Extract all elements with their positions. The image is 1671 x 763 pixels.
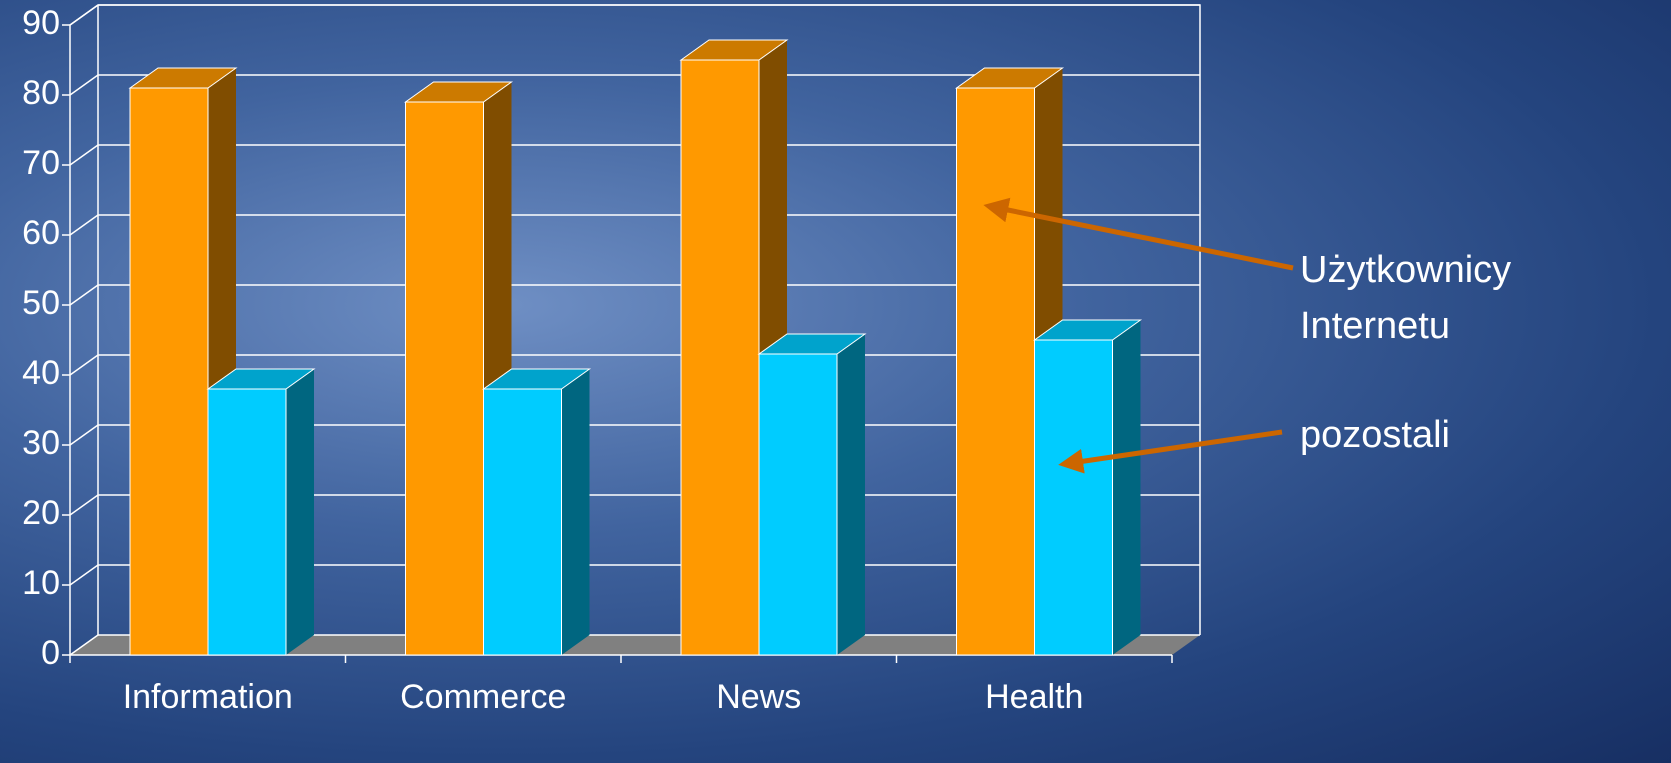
x-tick-label: News [716,678,801,716]
grid-line [70,75,98,95]
grid-line [70,145,98,165]
chart: 0 10 20 30 40 50 60 70 80 90 Information Commerce Ne… [0,0,1671,763]
grid-line [70,215,98,235]
grid-line [70,425,98,445]
y-tick-label: 80 [22,74,60,112]
grid-line [70,5,98,25]
bar-front [957,88,1035,655]
grid-line [70,495,98,515]
y-tick-label: 0 [41,634,60,672]
bar-side [562,369,590,655]
bars [130,40,1141,655]
grid-line [70,565,98,585]
series-label: pozostali [1300,407,1600,463]
y-tick-label: 20 [22,494,60,532]
x-tick-label: Health [985,678,1083,716]
y-tick-label: 50 [22,284,60,322]
bar [208,369,314,655]
bar [759,334,865,655]
y-tick-label: 90 [22,4,60,42]
bar [484,369,590,655]
grid-line [70,355,98,375]
x-tick-label: Commerce [400,678,566,716]
y-tick-label: 10 [22,564,60,602]
bar-front [681,60,759,655]
bar-front [1035,340,1113,655]
bar-front [484,389,562,655]
bar-front [759,354,837,655]
y-tick-label: 70 [22,144,60,182]
y-tick-label: 40 [22,354,60,392]
bar-side [286,369,314,655]
bar-front [130,88,208,655]
y-tick-label: 60 [22,214,60,252]
page: {"chart_data": {"type": "bar3d", "catego… [0,0,1671,763]
bar-front [208,389,286,655]
bar-side [837,334,865,655]
bar [1035,320,1141,655]
bar-front [406,102,484,655]
grid-line [70,285,98,305]
series-label: Użytkownicy Internetu [1300,242,1600,354]
x-tick-label: Information [123,678,293,716]
y-tick-label: 30 [22,424,60,462]
bar-side [1113,320,1141,655]
